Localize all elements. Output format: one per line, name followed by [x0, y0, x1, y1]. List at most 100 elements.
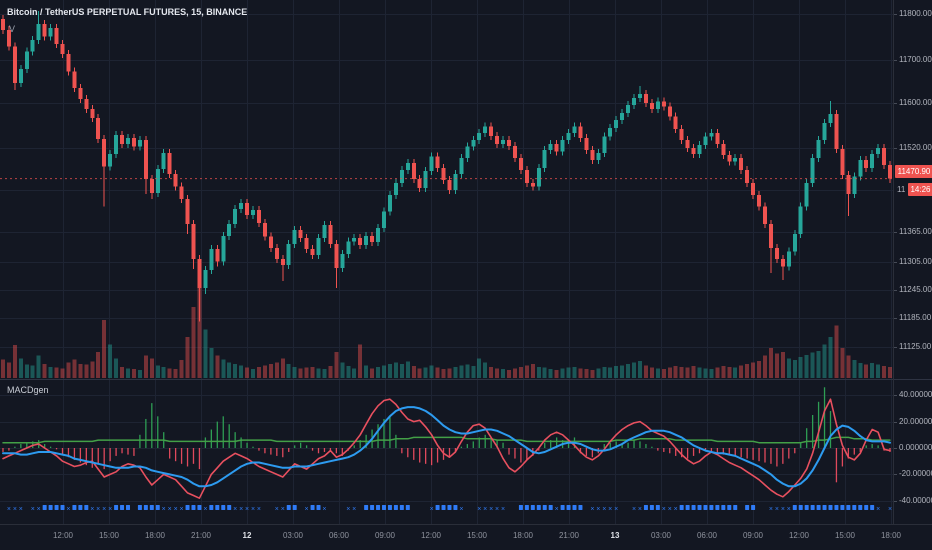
- svg-text:×: ×: [430, 506, 434, 513]
- svg-text:×: ×: [459, 506, 463, 513]
- svg-text:×: ×: [352, 506, 356, 513]
- time-axis-label: 09:00: [742, 531, 764, 540]
- svg-text:×: ×: [346, 506, 350, 513]
- svg-text:×: ×: [168, 506, 172, 513]
- time-axis-label: 18:00: [512, 531, 534, 540]
- time-axis-label: 03:00: [282, 531, 304, 540]
- svg-text:×: ×: [608, 506, 612, 513]
- svg-text:×: ×: [602, 506, 606, 513]
- time-axis-label: 18:00: [144, 531, 166, 540]
- svg-text:×: ×: [888, 506, 892, 513]
- svg-text:×: ×: [596, 506, 600, 513]
- time-axis-label: 12:00: [420, 531, 442, 540]
- svg-text:×: ×: [102, 506, 106, 513]
- svg-text:×: ×: [590, 506, 594, 513]
- svg-text:×: ×: [305, 506, 309, 513]
- svg-text:×: ×: [251, 506, 255, 513]
- axis-ticks: [894, 14, 897, 502]
- countdown-row: 11 14:26: [897, 183, 932, 197]
- time-axis-label: 15:00: [98, 531, 120, 540]
- svg-text:×: ×: [775, 506, 779, 513]
- macd-line: [2, 398, 891, 500]
- macd-histogram: [2, 387, 891, 483]
- svg-text:×: ×: [322, 506, 326, 513]
- time-axis-date-label: 12: [242, 531, 252, 540]
- svg-text:×: ×: [174, 506, 178, 513]
- time-axis-label: 06:00: [328, 531, 350, 540]
- grid-layer: [0, 0, 893, 524]
- time-axis-label: 12:00: [52, 531, 74, 540]
- time-axis-label: 09:00: [374, 531, 396, 540]
- signal-markers: × × × × × × × × × × × × × × × × × × × × × × × × × × × × × × × × × × × × × × × ×…: [7, 505, 892, 513]
- bar-countdown-badge: 14:26: [908, 183, 932, 196]
- time-axis-label: 21:00: [190, 531, 212, 540]
- svg-text:×: ×: [233, 506, 237, 513]
- axis-label: 11305.00: [899, 257, 932, 266]
- svg-text:×: ×: [31, 506, 35, 513]
- svg-text:×: ×: [203, 506, 207, 513]
- svg-text:×: ×: [876, 506, 880, 513]
- svg-text:×: ×: [245, 506, 249, 513]
- candles-layer: [0, 11, 893, 322]
- axis-label: -40.0000000: [899, 496, 932, 505]
- time-axis-label: 15:00: [834, 531, 856, 540]
- time-axis-date-label: 13: [610, 531, 620, 540]
- price-axis[interactable]: 11470.90 11 14:26 11800.00 11700.00 11600.…: [893, 0, 932, 524]
- axis-label: 11520.00: [899, 143, 932, 152]
- svg-text:×: ×: [96, 506, 100, 513]
- axis-label: 11245.00: [899, 285, 932, 294]
- svg-text:×: ×: [555, 506, 559, 513]
- svg-text:×: ×: [674, 506, 678, 513]
- volume-legend: V: [9, 24, 16, 34]
- svg-text:×: ×: [787, 506, 791, 513]
- svg-text:×: ×: [257, 506, 261, 513]
- svg-text:×: ×: [769, 506, 773, 513]
- svg-text:×: ×: [19, 506, 23, 513]
- pane-separator[interactable]: [0, 379, 932, 380]
- indicator-legend[interactable]: MACDgen: [7, 385, 49, 395]
- svg-text:×: ×: [662, 506, 666, 513]
- time-axis-label: 21:00: [558, 531, 580, 540]
- axis-label: 40.0000000: [899, 390, 932, 399]
- svg-text:×: ×: [108, 506, 112, 513]
- axis-label: 0.0000000: [899, 443, 932, 452]
- axis-label: 11800.00: [899, 9, 932, 18]
- svg-text:×: ×: [180, 506, 184, 513]
- svg-text:×: ×: [7, 506, 11, 513]
- svg-text:×: ×: [781, 506, 785, 513]
- axis-label: 11365.00: [899, 227, 932, 236]
- svg-text:×: ×: [614, 506, 618, 513]
- time-axis[interactable]: 12:00 15:00 18:00 21:00 12 03:00 06:00 09:00 12:…: [0, 524, 932, 550]
- svg-text:×: ×: [632, 506, 636, 513]
- svg-text:×: ×: [477, 506, 481, 513]
- time-axis-label: 03:00: [650, 531, 672, 540]
- symbol-legend[interactable]: Bitcoin / TetherUS PERPETUAL FUTURES, 15…: [7, 7, 248, 17]
- last-price-badge: 11470.90: [895, 165, 932, 178]
- axis-label: 11185.00: [899, 313, 932, 322]
- axis-label: 11600.00: [899, 98, 932, 107]
- svg-text:×: ×: [66, 506, 70, 513]
- svg-text:×: ×: [668, 506, 672, 513]
- svg-text:×: ×: [275, 506, 279, 513]
- axis-label: 11700.00: [899, 55, 932, 64]
- time-axis-label: 15:00: [466, 531, 488, 540]
- svg-text:×: ×: [13, 506, 17, 513]
- svg-text:×: ×: [239, 506, 243, 513]
- svg-text:×: ×: [489, 506, 493, 513]
- macd-signal-line: [2, 406, 891, 488]
- volume-layer: [0, 288, 893, 379]
- time-axis-label: 06:00: [696, 531, 718, 540]
- svg-text:×: ×: [495, 506, 499, 513]
- macd-average-line: [2, 436, 891, 444]
- svg-text:×: ×: [37, 506, 41, 513]
- axis-label: 11125.00: [899, 342, 932, 351]
- time-axis-label: 18:00: [880, 531, 902, 540]
- svg-text:×: ×: [483, 506, 487, 513]
- svg-text:×: ×: [501, 506, 505, 513]
- svg-text:×: ×: [281, 506, 285, 513]
- time-axis-label: 12:00: [788, 531, 810, 540]
- svg-text:×: ×: [162, 506, 166, 513]
- svg-text:×: ×: [90, 506, 94, 513]
